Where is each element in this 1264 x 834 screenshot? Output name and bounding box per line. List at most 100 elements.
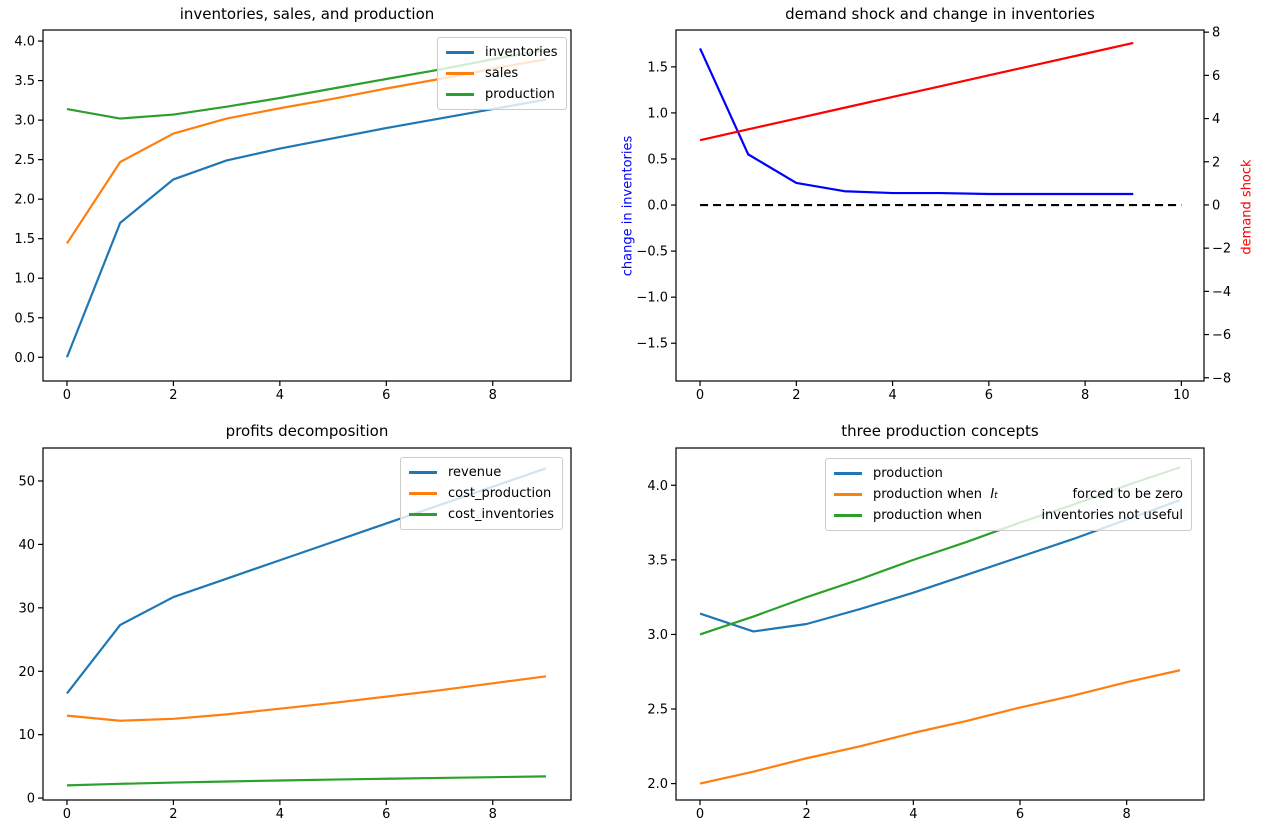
legend-label: revenue (448, 465, 502, 480)
x-tick-label: 2 (169, 807, 177, 822)
legend-line-sample (409, 492, 437, 495)
legend-label: production when (873, 508, 983, 523)
legend-label: production when (873, 487, 991, 502)
line-cost-production (66, 675, 547, 722)
legend-entry: production when It forced to be zero (834, 484, 1183, 505)
y-tick-label-right: 6 (1212, 69, 1220, 84)
legend-line-sample (834, 514, 862, 517)
legend-tl: inventories sales production (437, 37, 567, 110)
y-tick-label: 3.5 (647, 553, 668, 568)
subplot-title-demand-shock: demand shock and change in inventories (785, 5, 1095, 23)
x-tick-label: 2 (803, 807, 811, 822)
line-cost-inventories (66, 775, 546, 787)
y-tick-label-right: −8 (1212, 371, 1231, 386)
x-tick-label: 0 (63, 807, 71, 822)
legend-entry: inventories (446, 42, 558, 63)
x-tick-label: 6 (382, 807, 390, 822)
x-tick-label: 6 (1016, 807, 1024, 822)
y-axis-label-demand-shock: demand shock (1239, 159, 1255, 255)
y-tick-label-right: −2 (1212, 242, 1231, 257)
x-tick-label: 4 (909, 807, 917, 822)
x-tick-label: 4 (276, 388, 284, 403)
legend-entry: sales (446, 63, 558, 84)
y-tick-label: 10 (18, 728, 35, 743)
axes-frame-tl (42, 29, 572, 382)
y-tick-label: 2.0 (647, 777, 668, 792)
y-tick-label-right: 0 (1212, 198, 1220, 213)
y-tick-label: 50 (18, 474, 35, 489)
y-tick-label: 30 (18, 601, 35, 616)
y-tick-label-right: 8 (1212, 26, 1220, 41)
legend-bl: revenue cost_production cost_inventories (400, 457, 564, 530)
y-tick-label: 1.5 (647, 60, 668, 75)
y-tick-label: 0.0 (14, 351, 35, 366)
y-tick-label-right: −6 (1212, 328, 1231, 343)
x-tick-label: 6 (985, 388, 993, 403)
x-tick-label: 4 (276, 807, 284, 822)
y-tick-label: 1.0 (647, 106, 668, 121)
y-tick-label: 40 (18, 538, 35, 553)
x-tick-label: 4 (888, 388, 896, 403)
y-tick-label-right: −4 (1212, 285, 1231, 300)
line-production-when-i-t-forced-to-be-zero (699, 669, 1181, 785)
legend-line-sample (446, 51, 474, 54)
legend-label: forced to be zero (1072, 487, 1183, 502)
x-tick-label: 0 (63, 388, 71, 403)
line-inventories (65, 98, 547, 358)
legend-entry: revenue (409, 462, 554, 483)
line-change-in-inventories (699, 47, 1134, 196)
y-axis-label-change-in-inventories: change in inventories (620, 135, 636, 277)
axes-frame-bl (42, 447, 572, 801)
y-tick-label: 0 (27, 792, 35, 807)
y-tick-label: −1.0 (636, 291, 668, 306)
legend-entry: production (834, 463, 1183, 484)
legend-label: sales (485, 66, 519, 81)
x-tick-label: 10 (1173, 388, 1190, 403)
x-tick-label: 2 (792, 388, 800, 403)
subplot-title-three-production-concepts: three production concepts (841, 422, 1039, 440)
legend-entry: production when inventories not useful (834, 505, 1183, 526)
y-tick-label: 1.0 (14, 272, 35, 287)
legend-label: production (873, 466, 943, 481)
legend-label: production (485, 87, 555, 102)
subplot-title-inventories-sales-production: inventories, sales, and production (179, 5, 435, 23)
legend-label: inventories (485, 45, 558, 60)
legend-label: cost_production (448, 486, 552, 501)
y-tick-label: 4.0 (14, 35, 35, 50)
legend-line-sample (409, 513, 437, 516)
legend-entry: cost_inventories (409, 504, 554, 525)
y-tick-label-right: 4 (1212, 112, 1220, 127)
y-tick-label: 3.0 (14, 114, 35, 129)
legend-entry: production (446, 84, 558, 105)
x-tick-label: 2 (169, 388, 177, 403)
x-tick-label: 0 (696, 807, 704, 822)
x-tick-label: 0 (696, 388, 704, 403)
legend-label: inventories not useful (1041, 508, 1183, 523)
x-tick-label: 8 (1123, 807, 1131, 822)
y-tick-label: 2.0 (14, 193, 35, 208)
legend-line-sample (446, 93, 474, 96)
legend-line-sample (446, 72, 474, 75)
x-tick-label: 8 (1081, 388, 1089, 403)
legend-line-sample (834, 472, 862, 475)
y-tick-label: 3.5 (14, 74, 35, 89)
y-tick-label: 0.0 (647, 199, 668, 214)
legend-line-sample (834, 493, 862, 496)
legend-line-sample (409, 471, 437, 474)
math-I-sub-t: It (990, 487, 998, 502)
x-tick-label: 8 (489, 388, 497, 403)
legend-br: production production when It forced to be… (825, 458, 1192, 531)
axes-frame-tr (675, 29, 1205, 382)
y-tick-label: 1.5 (14, 232, 35, 247)
y-tick-label: −1.5 (636, 337, 668, 352)
x-tick-label: 8 (489, 807, 497, 822)
subplot-title-profits-decomposition: profits decomposition (225, 422, 389, 440)
y-tick-label: 2.5 (14, 153, 35, 168)
y-tick-label-right: 2 (1212, 155, 1220, 170)
y-tick-label: 20 (18, 665, 35, 680)
y-tick-label: 0.5 (14, 311, 35, 326)
y-tick-label: −0.5 (636, 245, 668, 260)
y-tick-label: 4.0 (647, 479, 668, 494)
